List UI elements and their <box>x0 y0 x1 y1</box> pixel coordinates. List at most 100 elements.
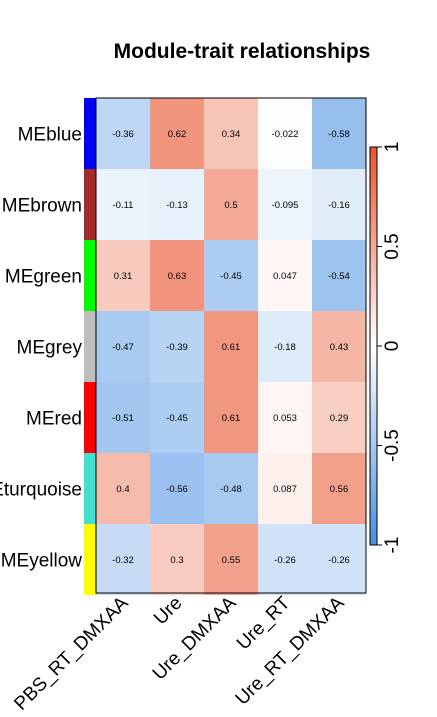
cell-value-label: 0.087 <box>273 484 297 495</box>
cell-value-label: 0.61 <box>222 413 241 424</box>
row-label: MEyellow <box>1 551 83 572</box>
cell-value-label: 0.3 <box>170 555 183 566</box>
heatmap-cell <box>204 382 258 453</box>
cell-value-label: -0.022 <box>272 129 299 140</box>
module-color-swatch <box>84 98 96 169</box>
heatmap-cell <box>312 382 366 453</box>
row-label: MEred <box>26 409 82 430</box>
heatmap-cell <box>312 169 366 240</box>
heatmap-cell <box>312 311 366 382</box>
cell-value-label: 0.4 <box>116 484 129 495</box>
row-label: MEgreen <box>5 267 82 288</box>
module-color-swatch <box>84 240 96 311</box>
heatmap-cell <box>204 453 258 524</box>
row-label: MEturquoise <box>0 480 82 501</box>
cell-value-label: -0.095 <box>272 200 299 211</box>
cell-value-label: 0.62 <box>168 129 187 140</box>
legend-tick-label: 0 <box>382 341 403 352</box>
heatmap-cell <box>204 311 258 382</box>
heatmap-cell <box>312 98 366 169</box>
row-labels: MEblue MEbrown MEgreen MEgrey MEred MEturquoi… <box>0 125 82 572</box>
cell-value-label: -0.13 <box>166 200 188 211</box>
row-label: MEgrey <box>17 338 83 359</box>
heatmap-cell <box>96 524 150 595</box>
cell-value-label: -0.54 <box>328 271 350 282</box>
heatmap-cell <box>96 98 150 169</box>
cell-value-label: 0.34 <box>222 129 241 140</box>
module-color-swatch <box>84 524 96 595</box>
cell-value-label: -0.32 <box>112 555 134 566</box>
cell-value-label: 0.047 <box>273 271 297 282</box>
heatmap-cell <box>96 382 150 453</box>
heatmap-cell <box>312 524 366 595</box>
heatmap-cell <box>258 311 312 382</box>
color-legend: 1 0.5 0 -0.5 -1 <box>369 142 403 554</box>
cell-value-label: 0.053 <box>273 413 297 424</box>
heatmap-cell <box>150 311 204 382</box>
cell-value-label: -0.45 <box>166 413 188 424</box>
heatmap-cell <box>96 311 150 382</box>
heatmap-cell <box>150 240 204 311</box>
heatmap-cell <box>150 382 204 453</box>
cell-value-label: 0.61 <box>222 342 241 353</box>
heatmap-cell <box>258 382 312 453</box>
row-label: MEblue <box>18 125 82 146</box>
cell-value-label: -0.26 <box>274 555 296 566</box>
column-labels: PBS_RT_DMXAA UreUre_DMXAAUre_RTUre_RT_DMX… <box>10 592 348 714</box>
legend-tick-label: 1 <box>382 142 403 153</box>
heatmap-cell <box>204 98 258 169</box>
legend-tick-label: -0.5 <box>382 429 403 462</box>
cell-value-label: -0.51 <box>112 413 134 424</box>
cell-value-label: -0.39 <box>166 342 188 353</box>
heatmap-cell <box>258 169 312 240</box>
heatmap-cell <box>150 453 204 524</box>
cell-value-label: -0.48 <box>220 484 242 495</box>
legend-tick-label: 0.5 <box>382 233 403 259</box>
heatmap-cells: -0.36 0.62 0.34 -0.022 -0.58 -0.11 -0.13 0.5 -0.… <box>96 98 366 595</box>
legend-tick-label: -1 <box>382 537 403 554</box>
plot-border <box>95 97 367 594</box>
heatmap-cell <box>150 169 204 240</box>
legend-color-bar <box>369 146 378 546</box>
heatmap-cell <box>96 453 150 524</box>
column-label: PBS_RT_DMXAA <box>10 592 132 714</box>
cell-value-label: -0.47 <box>112 342 134 353</box>
heatmap-cell <box>204 524 258 595</box>
cell-value-label: 0.5 <box>224 200 237 211</box>
cell-value-label: 0.43 <box>330 342 349 353</box>
cell-value-label: -0.56 <box>166 484 188 495</box>
heatmap-cell <box>204 240 258 311</box>
cell-value-label: 0.55 <box>222 555 241 566</box>
module-color-swatch <box>84 453 96 524</box>
cell-value-label: -0.58 <box>328 129 350 140</box>
module-color-swatch <box>84 169 96 240</box>
cell-value-label: -0.18 <box>274 342 296 353</box>
heatmap-cell <box>312 453 366 524</box>
cell-value-label: -0.45 <box>220 271 242 282</box>
cell-value-label: 0.63 <box>168 271 187 282</box>
cell-value-label: -0.26 <box>328 555 350 566</box>
heatmap-cell <box>150 98 204 169</box>
cell-value-label: 0.56 <box>330 484 349 495</box>
row-label: MEbrown <box>2 196 82 217</box>
heatmap-cell <box>258 98 312 169</box>
module-color-strip <box>84 98 96 595</box>
heatmap-cell <box>258 453 312 524</box>
cell-value-label: 0.29 <box>330 413 349 424</box>
column-label: Ure <box>150 593 187 630</box>
heatmap-cell <box>204 169 258 240</box>
heatmap-cell <box>312 240 366 311</box>
heatmap-cell <box>258 524 312 595</box>
heatmap-cell <box>150 524 204 595</box>
module-color-swatch <box>84 382 96 453</box>
chart-title: Module-trait relationships <box>114 40 371 63</box>
cell-value-label: -0.11 <box>113 200 134 211</box>
heatmap-cell <box>96 169 150 240</box>
heatmap-cell <box>258 240 312 311</box>
module-color-swatch <box>84 311 96 382</box>
cell-value-label: -0.16 <box>328 200 350 211</box>
cell-value-label: -0.36 <box>112 129 134 140</box>
heatmap-cell <box>96 240 150 311</box>
cell-value-label: 0.31 <box>114 271 133 282</box>
